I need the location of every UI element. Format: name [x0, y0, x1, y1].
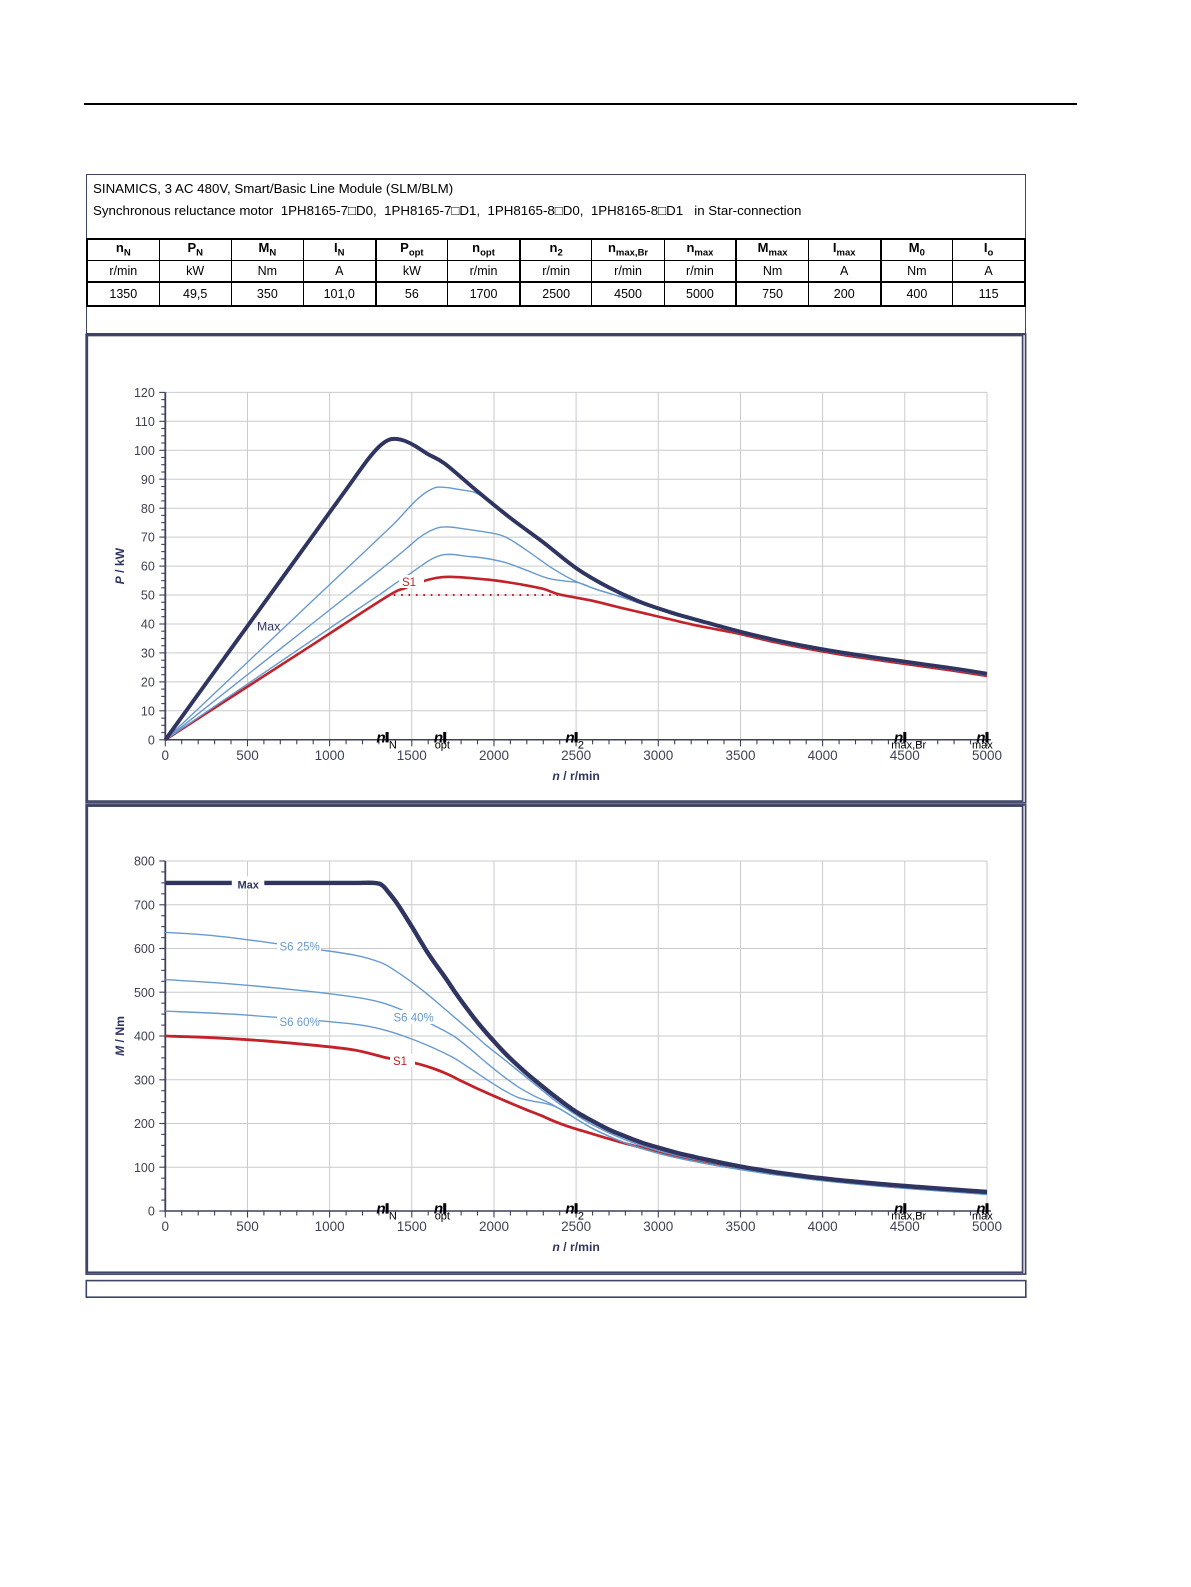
svg-text:S6 60%: S6 60% — [280, 1017, 320, 1029]
svg-text:500: 500 — [236, 748, 259, 763]
svg-text:1500: 1500 — [397, 748, 427, 763]
svg-text:n: n — [376, 729, 385, 746]
svg-text:n: n — [976, 729, 985, 746]
svg-text:opt: opt — [435, 740, 450, 752]
svg-text:S1: S1 — [402, 577, 416, 589]
svg-text:opt: opt — [435, 1211, 450, 1223]
svg-text:max,Br: max,Br — [891, 740, 926, 752]
svg-text:5000: 5000 — [972, 1219, 1002, 1234]
svg-text:50: 50 — [141, 589, 155, 603]
svg-text:2500: 2500 — [561, 748, 591, 763]
svg-text:1000: 1000 — [315, 1219, 345, 1234]
svg-text:4500: 4500 — [890, 748, 920, 763]
svg-text:S6 40%: S6 40% — [394, 1013, 434, 1025]
svg-text:5000: 5000 — [972, 748, 1002, 763]
svg-text:2: 2 — [578, 1211, 584, 1223]
svg-text:n: n — [376, 1201, 385, 1218]
svg-text:Max: Max — [238, 880, 260, 892]
svg-text:2000: 2000 — [479, 1219, 509, 1234]
svg-text:70: 70 — [141, 531, 155, 545]
svg-text:4500: 4500 — [890, 1219, 920, 1234]
svg-text:n: n — [434, 729, 443, 746]
svg-text:2500: 2500 — [561, 1219, 591, 1234]
svg-text:1500: 1500 — [397, 1219, 427, 1234]
svg-text:Max: Max — [257, 620, 281, 634]
svg-text:n: n — [894, 729, 903, 746]
svg-text:N: N — [389, 740, 397, 752]
svg-text:400: 400 — [134, 1030, 155, 1044]
svg-text:n / r/min: n / r/min — [552, 1240, 599, 1254]
svg-text:S1: S1 — [393, 1056, 407, 1068]
svg-text:10: 10 — [141, 704, 155, 718]
svg-text:4000: 4000 — [808, 1219, 838, 1234]
svg-text:700: 700 — [134, 898, 155, 912]
svg-text:n: n — [434, 1201, 443, 1218]
svg-text:2000: 2000 — [479, 748, 509, 763]
svg-text:100: 100 — [134, 444, 155, 458]
svg-text:0: 0 — [148, 1205, 155, 1219]
svg-text:120: 120 — [134, 386, 155, 400]
svg-text:M / Nm: M / Nm — [113, 1016, 127, 1056]
svg-text:max: max — [972, 1211, 993, 1223]
svg-text:110: 110 — [135, 415, 155, 429]
svg-text:30: 30 — [141, 647, 155, 661]
svg-text:n: n — [565, 1201, 574, 1218]
svg-text:S6 25%: S6 25% — [280, 942, 320, 954]
svg-text:1000: 1000 — [315, 748, 345, 763]
svg-text:300: 300 — [134, 1073, 155, 1087]
svg-text:2: 2 — [578, 740, 584, 752]
svg-text:80: 80 — [141, 502, 155, 516]
svg-text:0: 0 — [148, 733, 155, 747]
svg-text:200: 200 — [134, 1117, 155, 1131]
svg-text:3000: 3000 — [643, 1219, 673, 1234]
svg-text:N: N — [389, 1211, 397, 1223]
svg-text:0: 0 — [162, 1219, 170, 1234]
svg-text:60: 60 — [141, 560, 155, 574]
svg-text:n / r/min: n / r/min — [552, 769, 599, 783]
svg-text:40: 40 — [141, 618, 155, 632]
svg-text:n: n — [894, 1201, 903, 1218]
svg-text:max: max — [972, 740, 993, 752]
svg-text:500: 500 — [134, 986, 155, 1000]
svg-text:100: 100 — [134, 1161, 155, 1175]
svg-text:4000: 4000 — [808, 748, 838, 763]
svg-text:3500: 3500 — [725, 1219, 755, 1234]
svg-text:3000: 3000 — [643, 748, 673, 763]
svg-text:500: 500 — [236, 1219, 259, 1234]
svg-text:90: 90 — [141, 473, 155, 487]
svg-text:P / kW: P / kW — [113, 547, 127, 584]
svg-text:0: 0 — [162, 748, 170, 763]
svg-text:n: n — [976, 1201, 985, 1218]
svg-text:600: 600 — [134, 942, 155, 956]
svg-text:800: 800 — [134, 855, 155, 869]
svg-text:n: n — [565, 729, 574, 746]
svg-text:max,Br: max,Br — [891, 1211, 926, 1223]
svg-text:20: 20 — [141, 676, 155, 690]
svg-text:3500: 3500 — [725, 748, 755, 763]
